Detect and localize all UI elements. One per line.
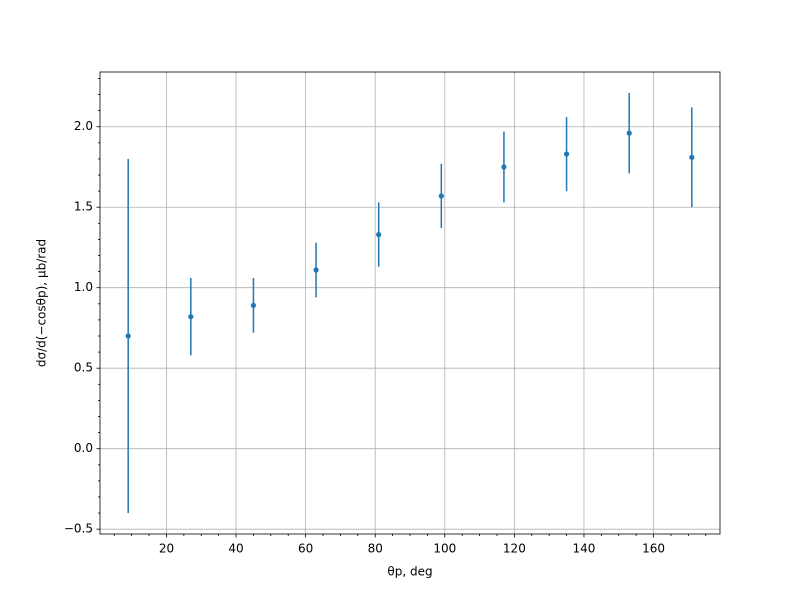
x-tick-label: 160: [642, 542, 665, 556]
x-tick-label: 40: [228, 542, 243, 556]
x-axis-label: θp, deg: [387, 565, 432, 579]
data-point: [438, 193, 444, 199]
x-tick-label: 120: [503, 542, 526, 556]
x-tick-label: 100: [433, 542, 456, 556]
data-point: [626, 130, 632, 136]
x-tick-label: 60: [298, 542, 313, 556]
y-tick-label: 1.5: [74, 200, 93, 214]
x-tick-label: 20: [159, 542, 174, 556]
y-tick-label: 1.0: [74, 280, 93, 294]
data-point: [188, 314, 194, 320]
data-point: [250, 302, 257, 309]
y-axis-label: dσ/d(−cosθp), μb/rad: [35, 239, 49, 367]
data-point: [125, 333, 131, 339]
y-tick-label: 0.0: [74, 441, 93, 455]
y-tick-label: 0.5: [74, 361, 93, 375]
data-point: [501, 164, 507, 170]
data-point: [313, 267, 319, 273]
data-point: [689, 154, 695, 160]
data-point: [376, 231, 382, 238]
y-tick-label: −0.5: [64, 522, 93, 536]
x-tick-label: 80: [368, 542, 383, 556]
data-point: [563, 151, 570, 157]
y-tick-label: 2.0: [74, 119, 93, 133]
x-tick-label: 140: [573, 542, 596, 556]
